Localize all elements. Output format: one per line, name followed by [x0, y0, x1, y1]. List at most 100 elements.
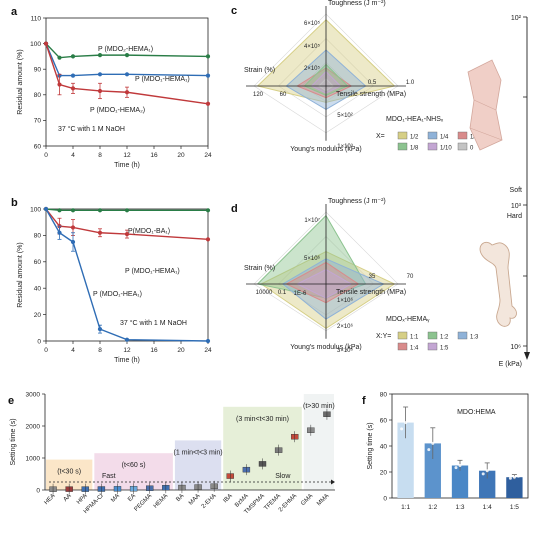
y-tick-label: 40: [380, 443, 388, 450]
legend-label: 1:5: [440, 346, 449, 352]
y-axis-label: Residual amount (%): [17, 49, 24, 114]
data-point: [97, 53, 103, 58]
radar-tick-label: 1E-6: [294, 291, 307, 297]
y-tick-label: 110: [31, 15, 42, 22]
x-category-label: EA: [127, 493, 137, 503]
y-tick-label: 20: [380, 469, 388, 476]
data-point: [97, 88, 103, 94]
replicate-point: [435, 435, 439, 439]
legend-swatch: [427, 342, 438, 351]
scale-axis-label: E (kPa): [499, 361, 522, 368]
x-category-label: HPA: [76, 493, 89, 506]
panel-label-c: c: [231, 5, 237, 17]
data-point: [70, 86, 76, 91]
data-point: [57, 82, 62, 87]
replicate-point: [427, 448, 431, 452]
x-category-label: 2-EHA: [201, 493, 218, 510]
bar: [479, 470, 496, 498]
bar: [451, 465, 469, 498]
x-category-label: BA: [175, 493, 185, 503]
panel-label-b: b: [11, 197, 18, 209]
x-tick-label: 12: [123, 347, 131, 354]
x-tick-label: 4: [71, 152, 75, 159]
x-category-label: HEA: [43, 493, 56, 506]
legend-swatch: [397, 131, 408, 140]
series-line: [45, 208, 208, 212]
replicate-point: [454, 466, 458, 470]
annotation: 37 °C with 1 M NaOH: [58, 125, 125, 133]
y-tick-label: 20: [34, 312, 42, 319]
y-axis-label: Setting time (s): [367, 422, 374, 469]
y-tick-label: 0: [383, 495, 387, 502]
replicate-point: [458, 464, 462, 467]
x-tick-label: 0: [44, 152, 48, 159]
data-point: [205, 101, 211, 106]
x-tick-label: 12: [123, 152, 131, 159]
series-label: P (MDO₂-HEMA₁): [98, 46, 153, 53]
time-region-label: (t<30 s): [57, 469, 81, 476]
y-axis-label: Setting time (s): [10, 418, 17, 465]
x-category-label: GMA: [300, 493, 314, 507]
y-tick-label: 80: [34, 233, 42, 240]
series-line: [45, 43, 209, 59]
y-tick-label: 60: [34, 143, 42, 150]
legend-swatch: [427, 331, 438, 340]
series-line: [45, 208, 209, 241]
legend-swatch: [457, 331, 468, 340]
scale-hard-label: Hard: [507, 213, 522, 220]
legend-label: 1:2: [440, 335, 449, 341]
y-tick-label: 100: [30, 206, 41, 213]
time-region: [223, 406, 302, 490]
slow-label: Slow: [275, 473, 291, 480]
scale-soft-label: Soft: [510, 187, 523, 194]
x-category-label: MMA: [316, 493, 330, 507]
radar-axis-label: Tensile strength (MPa): [336, 289, 406, 296]
data-point: [124, 231, 130, 237]
x-tick-label: 20: [177, 347, 185, 354]
legend-label: 1:3: [470, 335, 479, 341]
data-point: [97, 72, 103, 77]
data-point: [57, 230, 62, 235]
series-line: [45, 208, 209, 342]
radar-axis-label: Young's modulus (kPa): [290, 146, 362, 153]
radar-tick-label: 2×10⁶: [337, 323, 354, 330]
data-point: [70, 225, 76, 230]
x-category-label: HEMA: [153, 493, 170, 510]
legend-swatch: [427, 131, 438, 140]
legend-label: 1/10: [440, 146, 452, 152]
replicate-point: [462, 461, 466, 465]
radar-tick-label: 1×10³: [337, 144, 353, 150]
x-tick-label: 16: [150, 347, 158, 354]
panel-label-f: f: [362, 395, 366, 407]
speed-arrowhead: [331, 479, 335, 485]
bar: [424, 443, 441, 498]
bar: [506, 477, 523, 498]
y-tick-label: 90: [34, 67, 42, 74]
replicate-point: [485, 469, 489, 473]
radar-tick-label: 3×10⁶: [337, 347, 354, 354]
y-tick-label: 80: [380, 391, 388, 398]
chart-title: MDO:HEMA: [457, 409, 496, 416]
radar-axis-label: Young's modulus (kPa): [290, 344, 362, 351]
x-tick-label: 24: [204, 152, 212, 159]
data-point: [124, 53, 130, 58]
data-point: [70, 54, 76, 59]
data-point: [43, 206, 49, 212]
x-category-label: 1:5: [510, 504, 519, 511]
soft-tissue-detail: [469, 99, 503, 141]
data-point: [97, 208, 103, 213]
radar-tick-label: 6×10⁵: [304, 20, 321, 27]
panel-label-e: e: [8, 395, 14, 407]
legend-swatch: [427, 142, 438, 151]
data-point: [205, 73, 211, 78]
data-point: [205, 338, 211, 344]
data-point: [57, 55, 62, 60]
radar-tick-label: 35: [369, 274, 376, 280]
scale-arrow: [524, 352, 530, 360]
radar-tick-label: 2×10⁵: [304, 65, 321, 72]
time-region-label: (3 min<t<30 min): [236, 416, 289, 423]
y-tick-label: 3000: [26, 391, 41, 398]
y-axis-label: Residual amount (%): [17, 242, 24, 307]
data-point: [205, 237, 211, 242]
